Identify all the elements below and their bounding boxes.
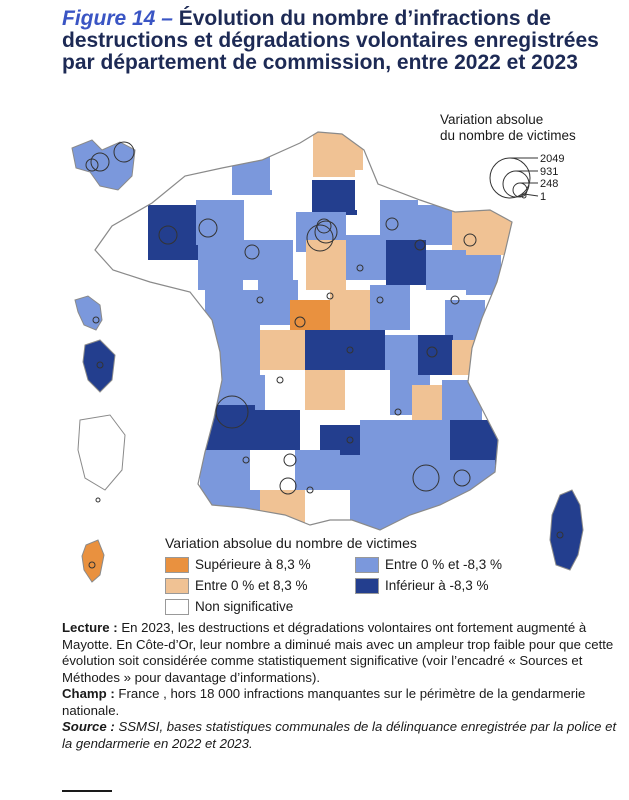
legend-item-low-decrease: Entre 0 % et -8,3 % [355, 555, 515, 574]
champ-note: Champ : France , hors 18 000 infractions… [62, 686, 622, 719]
overseas-martinique [74, 295, 103, 331]
figure-notes: Lecture : En 2023, les destructions et d… [62, 620, 622, 752]
bubble-legend-value: 2049 [540, 153, 564, 165]
bubble-legend-value: 931 [540, 166, 558, 178]
bubble-legend-circles: 2049 931 248 1 [489, 153, 564, 203]
bubble-legend-value: 1 [540, 191, 546, 203]
legend-label: Entre 0 % et -8,3 % [385, 557, 503, 572]
legend-item-low-increase: Entre 0 % et 8,3 % [165, 576, 355, 595]
legend-swatch-not-significant [165, 598, 189, 615]
bubble-legend: Variation absolue du nombre de victimes … [440, 112, 620, 208]
champ-text: France , hors 18 000 infractions manquan… [62, 686, 586, 718]
lecture-note: Lecture : En 2023, les destructions et d… [62, 620, 622, 686]
france-department-map [71, 131, 584, 583]
france-outline [94, 131, 513, 531]
champ-label: Champ : [62, 686, 115, 701]
legend-label: Entre 0 % et 8,3 % [195, 578, 308, 593]
overseas-guadeloupe [71, 139, 136, 191]
bubble-legend-title-line2: du nombre de victimes [440, 128, 576, 143]
figure-label: Figure 14 – [62, 7, 173, 30]
overseas-mayotte [81, 539, 105, 583]
figure-title: Figure 14 – Évolution du nombre d’infrac… [62, 8, 622, 74]
legend-label: Inférieur à -8,3 % [385, 578, 489, 593]
source-label: Source : [62, 719, 115, 734]
fill-legend-title: Variation absolue du nombre de victimes [165, 535, 417, 551]
corsica [549, 489, 584, 571]
bubble-legend-value: 248 [540, 178, 558, 190]
fill-legend: Variation absolue du nombre de victimes … [165, 535, 525, 616]
variation-circles [85, 141, 564, 569]
figure-title-text: Évolution du nombre d’infractions de des… [62, 7, 599, 74]
legend-item-high-decrease: Inférieur à -8,3 % [355, 576, 515, 595]
legend-swatch-low-increase [165, 577, 189, 594]
lecture-label: Lecture : [62, 620, 118, 635]
legend-label: Supérieure à 8,3 % [195, 557, 311, 572]
lecture-text: En 2023, les destructions et dégradation… [62, 620, 614, 685]
source-note: Source : SSMSI, bases statistiques commu… [62, 719, 622, 752]
footer-rule [62, 790, 112, 792]
overseas-guyane [77, 414, 126, 491]
bubble-legend-title-line1: Variation absolue [440, 112, 544, 127]
legend-swatch-high-decrease [355, 577, 379, 594]
overseas-island-dark [82, 339, 116, 393]
source-text: SSMSI, bases statistiques communales de … [62, 719, 617, 751]
legend-label: Non significative [195, 599, 294, 614]
legend-swatch-high-increase [165, 556, 189, 573]
legend-swatch-low-decrease [355, 556, 379, 573]
legend-item-not-significant: Non significative [165, 597, 355, 616]
legend-item-high-increase: Supérieure à 8,3 % [165, 555, 355, 574]
